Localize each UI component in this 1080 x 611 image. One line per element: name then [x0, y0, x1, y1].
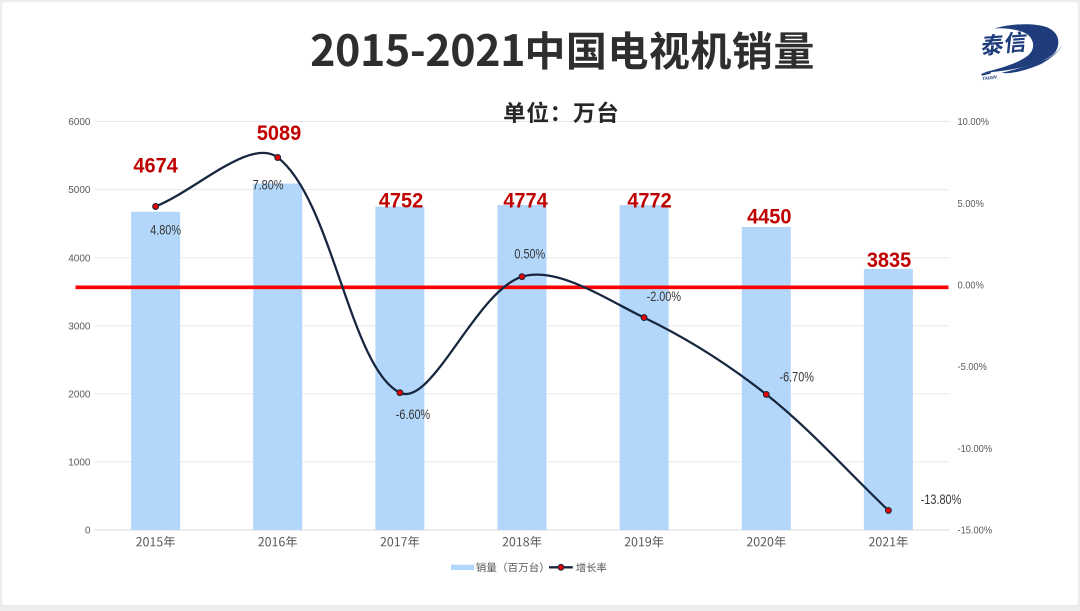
svg-text:4674: 4674 — [133, 154, 178, 178]
svg-text:5000: 5000 — [68, 185, 91, 196]
svg-text:-10.00%: -10.00% — [958, 444, 993, 455]
svg-text:0.00%: 0.00% — [958, 280, 985, 291]
svg-text:3835: 3835 — [867, 248, 911, 272]
svg-text:-13.80%: -13.80% — [921, 492, 962, 507]
svg-text:4772: 4772 — [627, 189, 671, 213]
svg-text:-5.00%: -5.00% — [958, 362, 988, 373]
svg-text:10.00%: 10.00% — [958, 117, 990, 128]
svg-text:-15.00%: -15.00% — [958, 525, 993, 536]
svg-text:TAIXIN: TAIXIN — [982, 74, 998, 81]
svg-text:-2.00%: -2.00% — [647, 289, 681, 304]
svg-text:4450: 4450 — [747, 205, 791, 229]
svg-text:7.80%: 7.80% — [253, 177, 284, 192]
svg-text:1000: 1000 — [68, 458, 91, 469]
svg-text:3000: 3000 — [68, 321, 91, 332]
svg-text:5089: 5089 — [257, 122, 301, 146]
svg-text:4774: 4774 — [503, 189, 548, 213]
svg-text:5.00%: 5.00% — [958, 199, 985, 210]
svg-text:4.80%: 4.80% — [150, 222, 181, 237]
svg-text:-6.70%: -6.70% — [779, 370, 813, 385]
svg-text:6000: 6000 — [68, 117, 91, 128]
svg-text:0.50%: 0.50% — [514, 246, 545, 261]
svg-text:2000: 2000 — [68, 390, 91, 401]
svg-text:4752: 4752 — [379, 189, 423, 213]
svg-text:0: 0 — [85, 526, 91, 537]
svg-text:4000: 4000 — [68, 253, 91, 264]
svg-text:-6.60%: -6.60% — [396, 407, 430, 422]
